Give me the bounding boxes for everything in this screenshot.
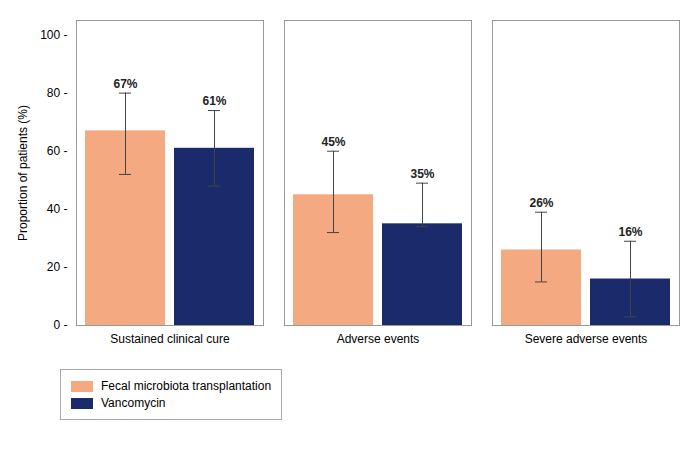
svg-text:45%: 45% (321, 135, 345, 149)
svg-text:Adverse events: Adverse events (337, 332, 420, 346)
svg-text:40 -: 40 - (47, 202, 68, 216)
html-text:Fecal microbiota transplantati: Fecal microbiota transplantation (101, 379, 272, 393)
svg-text:Proportion of patients (%): Proportion of patients (%) (16, 105, 30, 241)
svg-text:16%: 16% (618, 225, 642, 239)
svg-text:Sustained clinical cure: Sustained clinical cure (110, 332, 230, 346)
svg-text:35%: 35% (410, 167, 434, 181)
svg-text:26%: 26% (529, 196, 553, 210)
svg-text:Severe adverse events: Severe adverse events (525, 332, 648, 346)
svg-text:100 -: 100 - (40, 28, 67, 42)
svg-text:0 -: 0 - (53, 318, 67, 332)
svg-text:60 -: 60 - (47, 144, 68, 158)
svg-text:61%: 61% (202, 94, 226, 108)
svg-text:80 -: 80 - (47, 86, 68, 100)
svg-text:20 -: 20 - (47, 260, 68, 274)
svg-text:67%: 67% (113, 77, 137, 91)
html-text:Vancomycin: Vancomycin (101, 396, 166, 410)
